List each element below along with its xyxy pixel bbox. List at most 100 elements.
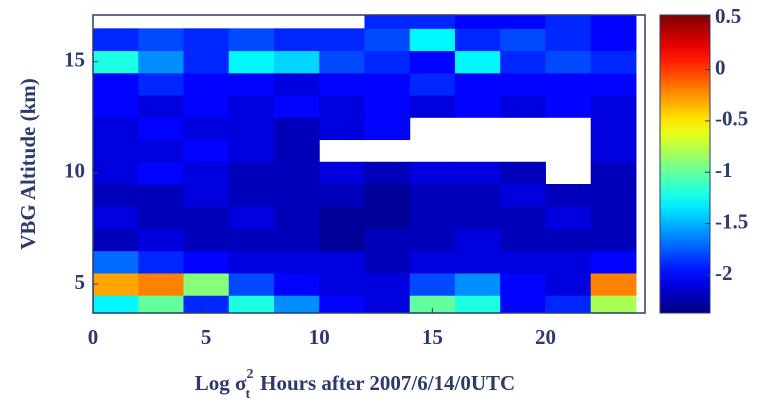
heatmap-cell — [364, 28, 411, 52]
heatmap-cell — [93, 161, 139, 185]
heatmap-cell — [138, 184, 184, 207]
heatmap-cell — [93, 28, 139, 52]
heatmap-cell — [545, 184, 592, 207]
heatmap-cell — [138, 95, 184, 118]
heatmap-cell — [500, 95, 546, 118]
heatmap-cell — [545, 250, 592, 274]
heatmap-cell — [138, 272, 184, 296]
heatmap-cell — [409, 50, 456, 74]
heatmap-cell — [454, 250, 501, 274]
colorbar-tick-label: -0.5 — [715, 107, 748, 131]
heatmap-cell — [273, 295, 320, 313]
heatmap-cell — [228, 206, 275, 229]
y-tick-label: 5 — [75, 270, 86, 294]
heatmap-cell — [454, 295, 501, 313]
heatmap-cell — [500, 161, 546, 185]
heatmap-cell — [228, 161, 275, 185]
heatmap-cell — [500, 295, 546, 313]
y-axis-label: VBG Altitude (km) — [16, 78, 40, 250]
x-label-subscript: t — [245, 387, 250, 402]
heatmap-cell — [454, 184, 501, 207]
heatmap-cell — [500, 50, 546, 74]
heatmap-cell — [500, 28, 546, 52]
heatmap-cell — [364, 184, 411, 207]
heatmap-cell — [500, 206, 546, 229]
heatmap-cell — [319, 228, 365, 252]
heatmap-cell — [183, 95, 230, 118]
heatmap-cell — [590, 72, 637, 96]
heatmap-cell — [454, 272, 501, 296]
heatmap-cell — [319, 295, 365, 313]
heatmap-cell — [183, 28, 230, 52]
heatmap-cell — [183, 272, 230, 296]
heatmap — [93, 15, 637, 313]
heatmap-cell — [590, 15, 637, 29]
heatmap-cell — [545, 95, 592, 118]
heatmap-cell — [228, 272, 275, 296]
heatmap-cell — [409, 228, 456, 252]
heatmap-cell — [93, 139, 139, 163]
heatmap-cell — [138, 139, 184, 163]
heatmap-cell — [545, 28, 592, 52]
heatmap-cell — [93, 206, 139, 229]
heatmap-cell — [93, 50, 139, 74]
heatmap-cell — [364, 272, 411, 296]
heatmap-cell — [454, 28, 501, 52]
heatmap-cell — [93, 295, 139, 313]
x-label-quantity: Log σ — [195, 371, 247, 395]
heatmap-cell — [273, 72, 320, 96]
heatmap-cell — [454, 72, 501, 96]
heatmap-cell — [138, 28, 184, 52]
colorbar-tick-label: 0.5 — [715, 4, 741, 28]
heatmap-cell — [500, 72, 546, 96]
heatmap-cell — [273, 50, 320, 74]
heatmap-cell — [93, 117, 139, 141]
heatmap-cell — [228, 72, 275, 96]
heatmap-cell — [93, 272, 139, 296]
heatmap-cell — [228, 117, 275, 141]
heatmap-cell — [273, 28, 320, 52]
x-tick-label: 20 — [535, 325, 556, 349]
heatmap-cell — [590, 295, 637, 313]
x-tick-label: 0 — [88, 325, 99, 349]
heatmap-cell — [500, 184, 546, 207]
heatmap-cell — [364, 117, 411, 141]
heatmap-cell — [409, 272, 456, 296]
heatmap-cell — [183, 72, 230, 96]
heatmap-cell — [590, 272, 637, 296]
colorbar-tick-label: -1.5 — [715, 209, 748, 233]
heatmap-cell — [590, 250, 637, 274]
colorbar-tick-label: -2 — [715, 261, 733, 285]
heatmap-cell — [319, 272, 365, 296]
heatmap-cell — [454, 228, 501, 252]
heatmap-cell — [454, 95, 501, 118]
heatmap-cell — [590, 184, 637, 207]
heatmap-cell — [590, 28, 637, 52]
heatmap-cell — [590, 206, 637, 229]
heatmap-cell — [545, 50, 592, 74]
heatmap-cell — [273, 250, 320, 274]
heatmap-cell — [138, 117, 184, 141]
heatmap-cell — [364, 295, 411, 313]
heatmap-cell — [183, 228, 230, 252]
heatmap-cell — [409, 161, 456, 185]
x-label-text: Hours after 2007/6/14/0UTC — [260, 371, 515, 395]
y-tick-label: 10 — [64, 159, 85, 183]
heatmap-cell — [93, 72, 139, 96]
heatmap-cell — [590, 161, 637, 185]
heatmap-cell — [364, 50, 411, 74]
heatmap-cell — [319, 250, 365, 274]
plot-frame — [92, 14, 646, 314]
heatmap-cell — [364, 161, 411, 185]
heatmap-cell — [319, 184, 365, 207]
heatmap-cell — [273, 272, 320, 296]
heatmap-cell — [545, 15, 592, 29]
x-label-superscript: 2 — [246, 367, 253, 382]
heatmap-cell — [409, 250, 456, 274]
heatmap-cell — [590, 228, 637, 252]
heatmap-cell — [590, 139, 637, 163]
heatmap-cell — [545, 295, 592, 313]
heatmap-cell — [545, 206, 592, 229]
heatmap-cell — [364, 250, 411, 274]
heatmap-cell — [364, 206, 411, 229]
